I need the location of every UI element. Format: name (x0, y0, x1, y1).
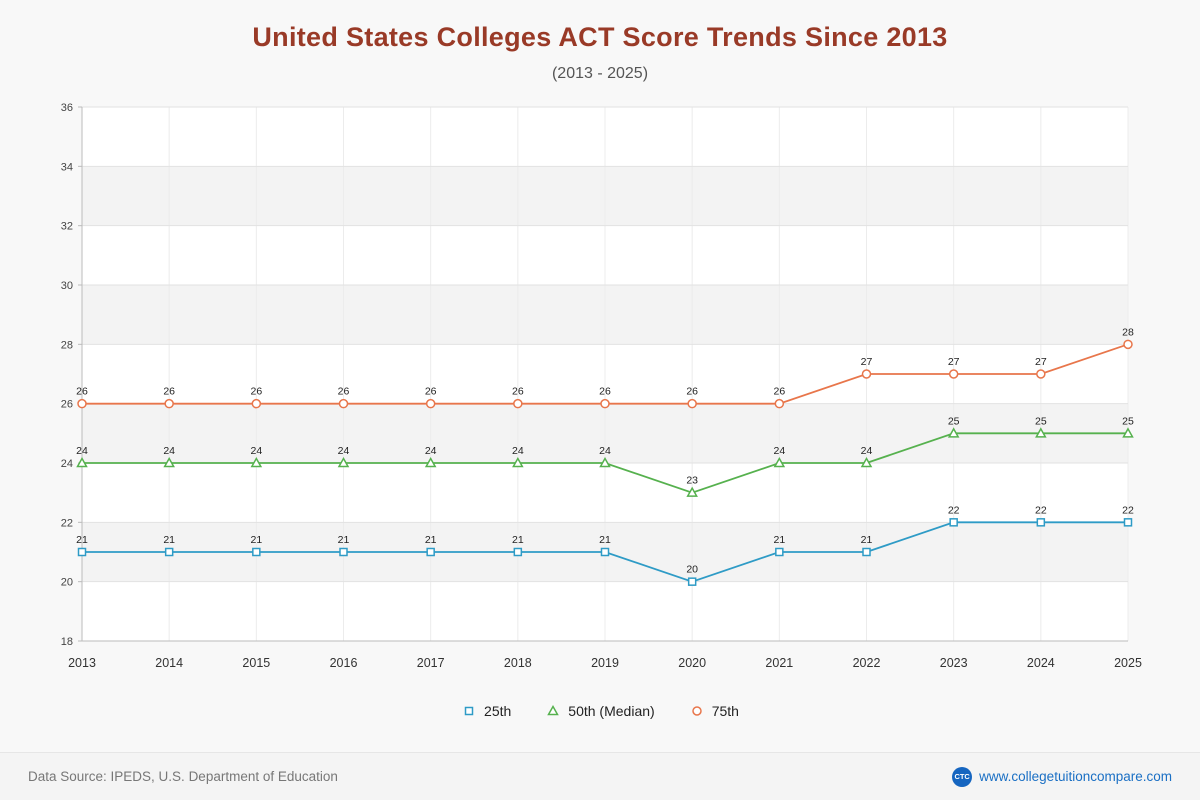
legend-label: 75th (711, 703, 739, 719)
series-50th-median: 24 24 24 24 24 24 24 23 24 24 25 25 25 (76, 415, 1134, 497)
svg-text:26: 26 (338, 386, 350, 398)
svg-text:27: 27 (861, 356, 873, 368)
svg-text:26: 26 (61, 399, 73, 411)
svg-text:26: 26 (250, 386, 262, 398)
svg-text:23: 23 (686, 475, 698, 487)
svg-text:18: 18 (61, 636, 73, 648)
svg-text:26: 26 (163, 386, 175, 398)
svg-text:24: 24 (512, 445, 524, 457)
svg-text:2021: 2021 (765, 656, 793, 670)
svg-text:21: 21 (250, 534, 262, 546)
svg-text:20: 20 (61, 577, 73, 589)
svg-text:27: 27 (948, 356, 960, 368)
svg-text:2016: 2016 (330, 656, 358, 670)
svg-text:24: 24 (861, 445, 873, 457)
series-25th: 21 21 21 21 21 21 21 20 21 21 22 22 22 (76, 504, 1134, 586)
svg-text:24: 24 (163, 445, 175, 457)
svg-text:2015: 2015 (242, 656, 270, 670)
svg-text:21: 21 (163, 534, 175, 546)
svg-text:21: 21 (425, 534, 437, 546)
svg-text:21: 21 (773, 534, 785, 546)
svg-text:21: 21 (599, 534, 611, 546)
svg-text:2020: 2020 (678, 656, 706, 670)
svg-text:2024: 2024 (1027, 656, 1055, 670)
data-source-text: Data Source: IPEDS, U.S. Department of E… (28, 769, 338, 784)
chart-container: 18 20 22 24 26 28 30 32 34 36 2013 2014 2015 2016 2017… (20, 89, 1180, 726)
svg-text:32: 32 (61, 221, 73, 233)
website-link[interactable]: www.collegetuitioncompare.com (979, 769, 1172, 784)
svg-text:26: 26 (512, 386, 524, 398)
svg-text:24: 24 (425, 445, 437, 457)
svg-text:21: 21 (512, 534, 524, 546)
svg-text:25: 25 (1035, 415, 1047, 427)
legend-item-75th[interactable]: 75th (689, 703, 739, 719)
svg-text:2018: 2018 (504, 656, 532, 670)
svg-text:2022: 2022 (853, 656, 881, 670)
svg-text:2017: 2017 (417, 656, 445, 670)
legend-item-50th-median[interactable]: 50th (Median) (545, 703, 655, 719)
legend-label: 25th (484, 703, 512, 719)
svg-text:26: 26 (599, 386, 611, 398)
svg-text:24: 24 (773, 445, 785, 457)
svg-text:27: 27 (1035, 356, 1047, 368)
svg-text:22: 22 (1035, 504, 1047, 516)
svg-text:2023: 2023 (940, 656, 968, 670)
svg-text:2014: 2014 (155, 656, 183, 670)
svg-text:24: 24 (76, 445, 88, 457)
chart-header: United States Colleges ACT Score Trends … (0, 0, 1200, 83)
svg-text:28: 28 (61, 339, 73, 351)
svg-text:30: 30 (61, 280, 73, 292)
svg-text:25: 25 (948, 415, 960, 427)
svg-text:2025: 2025 (1114, 656, 1142, 670)
footer-branding: CTC www.collegetuitioncompare.com (952, 766, 1172, 787)
svg-text:24: 24 (338, 445, 350, 457)
chart-legend: 25th 50th (Median) 75th (20, 696, 1180, 726)
svg-text:22: 22 (948, 504, 960, 516)
footer: Data Source: IPEDS, U.S. Department of E… (0, 752, 1200, 800)
page-subtitle: (2013 - 2025) (551, 65, 649, 82)
legend-label: 50th (Median) (568, 703, 655, 719)
svg-text:24: 24 (250, 445, 262, 457)
circle-marker-icon (691, 706, 702, 716)
svg-text:21: 21 (76, 534, 88, 546)
series-75th: 26 26 26 26 26 26 26 26 26 27 27 27 28 (76, 326, 1134, 409)
svg-text:24: 24 (61, 458, 73, 470)
svg-text:22: 22 (1122, 504, 1134, 516)
svg-text:34: 34 (61, 161, 73, 173)
svg-text:2019: 2019 (591, 656, 619, 670)
svg-text:25: 25 (1122, 415, 1134, 427)
square-marker-icon (464, 706, 474, 716)
svg-text:26: 26 (773, 386, 785, 398)
svg-text:22: 22 (61, 517, 73, 529)
svg-text:26: 26 (686, 386, 698, 398)
svg-text:24: 24 (599, 445, 611, 457)
svg-text:20: 20 (686, 564, 698, 576)
svg-text:21: 21 (338, 534, 350, 546)
svg-text:26: 26 (76, 386, 88, 398)
page-title: United States Colleges ACT Score Trends … (252, 22, 948, 52)
legend-item-25th[interactable]: 25th (461, 703, 511, 719)
ctc-logo-icon: CTC (952, 766, 973, 787)
svg-text:36: 36 (61, 102, 73, 114)
triangle-marker-icon (547, 704, 560, 716)
svg-text:26: 26 (425, 386, 437, 398)
svg-text:28: 28 (1122, 326, 1134, 338)
svg-text:21: 21 (861, 534, 873, 546)
svg-text:2013: 2013 (68, 656, 96, 670)
